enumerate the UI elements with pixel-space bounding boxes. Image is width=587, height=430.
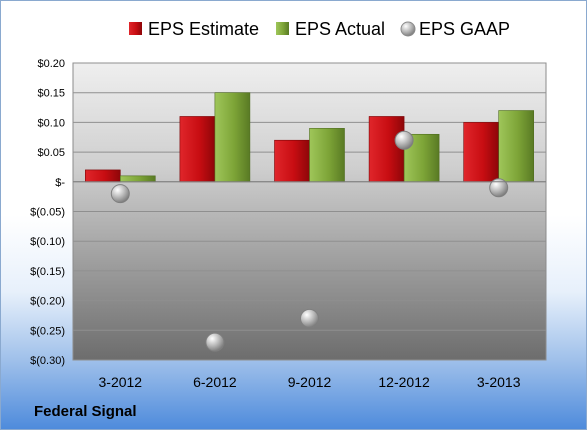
y-tick-label: $0.20 xyxy=(37,58,65,70)
y-tick-label: $(0.25) xyxy=(30,325,65,337)
legend-swatch-estimate xyxy=(129,22,142,35)
legend-label-actual: EPS Actual xyxy=(295,19,385,39)
gaap-marker xyxy=(300,308,319,328)
estimate-bar xyxy=(179,116,216,183)
gaap-marker xyxy=(489,178,509,198)
y-tick-label: $0.05 xyxy=(37,147,65,159)
gaap-marker xyxy=(205,332,225,352)
legend: EPS Estimate EPS Actual EPS GAAP xyxy=(129,19,510,39)
company-name: Federal Signal xyxy=(34,403,137,420)
y-tick-label: $(0.30) xyxy=(30,355,65,367)
estimate-bar xyxy=(274,139,310,183)
actual-bar xyxy=(498,110,535,183)
gaap-marker xyxy=(394,130,414,150)
x-axis: 3-2012 6-2012 9-2012 12-2012 3-2013 xyxy=(73,181,546,390)
x-tick-label: 12-2012 xyxy=(378,374,430,390)
x-tick-label: 3-2013 xyxy=(477,374,521,390)
y-tick-label: $0.10 xyxy=(37,117,65,129)
actual-bar xyxy=(309,128,345,183)
estimate-bar xyxy=(85,169,121,183)
gaap-marker xyxy=(110,184,130,204)
y-tick-label: $(0.15) xyxy=(30,266,65,278)
legend-label-estimate: EPS Estimate xyxy=(148,19,259,39)
gridlines xyxy=(73,62,546,361)
x-tick-label: 9-2012 xyxy=(288,374,332,390)
y-tick-label: $(0.05) xyxy=(30,207,65,219)
y-tick-label: $- xyxy=(55,177,65,189)
estimate-bar xyxy=(368,116,405,183)
x-tick-label: 3-2012 xyxy=(99,374,143,390)
x-tick-label: 6-2012 xyxy=(193,374,237,390)
y-tick-label: $0.15 xyxy=(37,88,65,100)
y-axis: $0.20 $0.15 $0.10 $0.05 $- $(0.05) $(0.10) $(0.… xyxy=(30,58,65,367)
legend-swatch-actual xyxy=(276,22,289,35)
actual-bar xyxy=(214,92,251,183)
legend-label-gaap: EPS GAAP xyxy=(419,19,510,39)
y-tick-label: $(0.10) xyxy=(30,236,65,248)
y-tick-label: $(0.20) xyxy=(30,296,65,308)
estimate-bar xyxy=(463,122,500,183)
actual-bar xyxy=(120,175,156,183)
gaap-markers xyxy=(110,130,509,352)
legend-swatch-gaap xyxy=(400,21,416,37)
